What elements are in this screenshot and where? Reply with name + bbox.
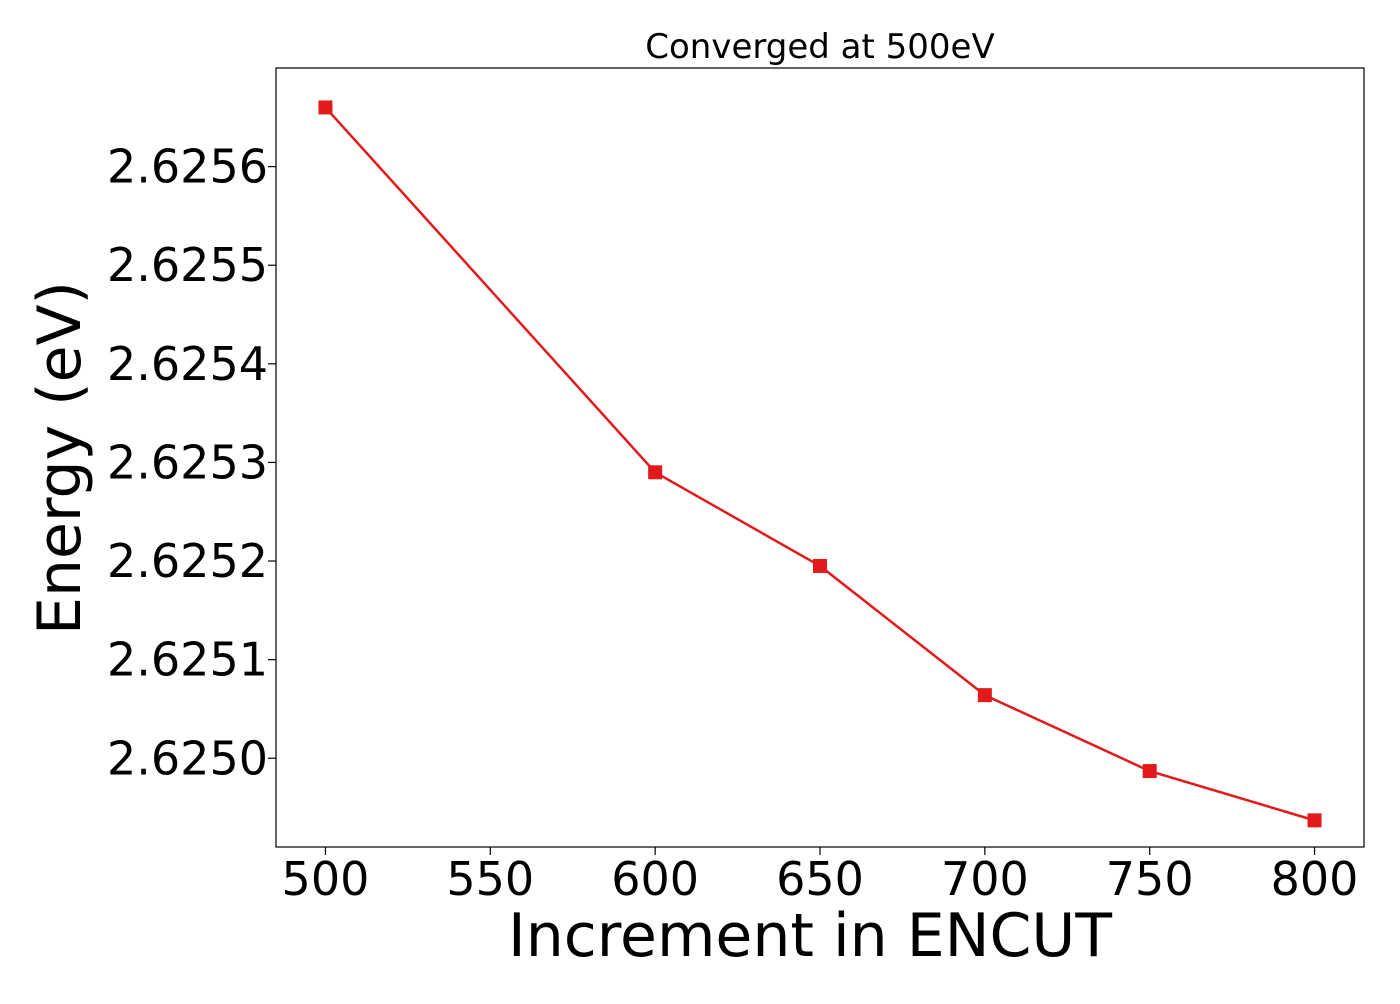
y-tick-label: 2.6251 — [107, 633, 268, 687]
x-axis: 500 550 600 650 700 750 800 — [282, 847, 1359, 906]
data-point-marker — [648, 465, 663, 480]
x-tick-label: 700 — [941, 852, 1029, 906]
y-tick-label: 2.6253 — [107, 435, 268, 489]
x-tick-label: 650 — [776, 852, 864, 906]
x-tick-label: 750 — [1106, 852, 1194, 906]
x-tick-label: 600 — [611, 852, 699, 906]
plot-frame — [275, 67, 1365, 848]
y-tick-label: 2.6255 — [107, 238, 268, 292]
y-axis: 2.6250 2.6251 2.6252 2.6253 2.6254 2.6255 2.62… — [107, 140, 276, 785]
data-point-marker — [813, 558, 827, 573]
x-tick-label: 800 — [1271, 852, 1359, 906]
y-tick-label: 2.6256 — [107, 140, 268, 194]
y-tick-label: 2.6252 — [107, 534, 268, 588]
x-tick-label: 500 — [282, 852, 370, 906]
x-axis-label: Increment in ENCUT — [508, 901, 1112, 971]
series-layer — [318, 100, 1322, 828]
chart-title: Converged at 500eV — [645, 27, 994, 67]
y-tick-label: 2.6250 — [107, 731, 268, 785]
y-axis-label: Energy (eV) — [25, 281, 95, 635]
data-point-marker — [1307, 813, 1322, 828]
data-point-marker — [977, 688, 992, 703]
y-tick-label: 2.6254 — [107, 337, 268, 391]
data-point-marker — [1142, 764, 1157, 779]
data-point-marker — [318, 100, 333, 115]
x-tick-label: 550 — [446, 852, 534, 906]
series-line — [324, 106, 1315, 822]
